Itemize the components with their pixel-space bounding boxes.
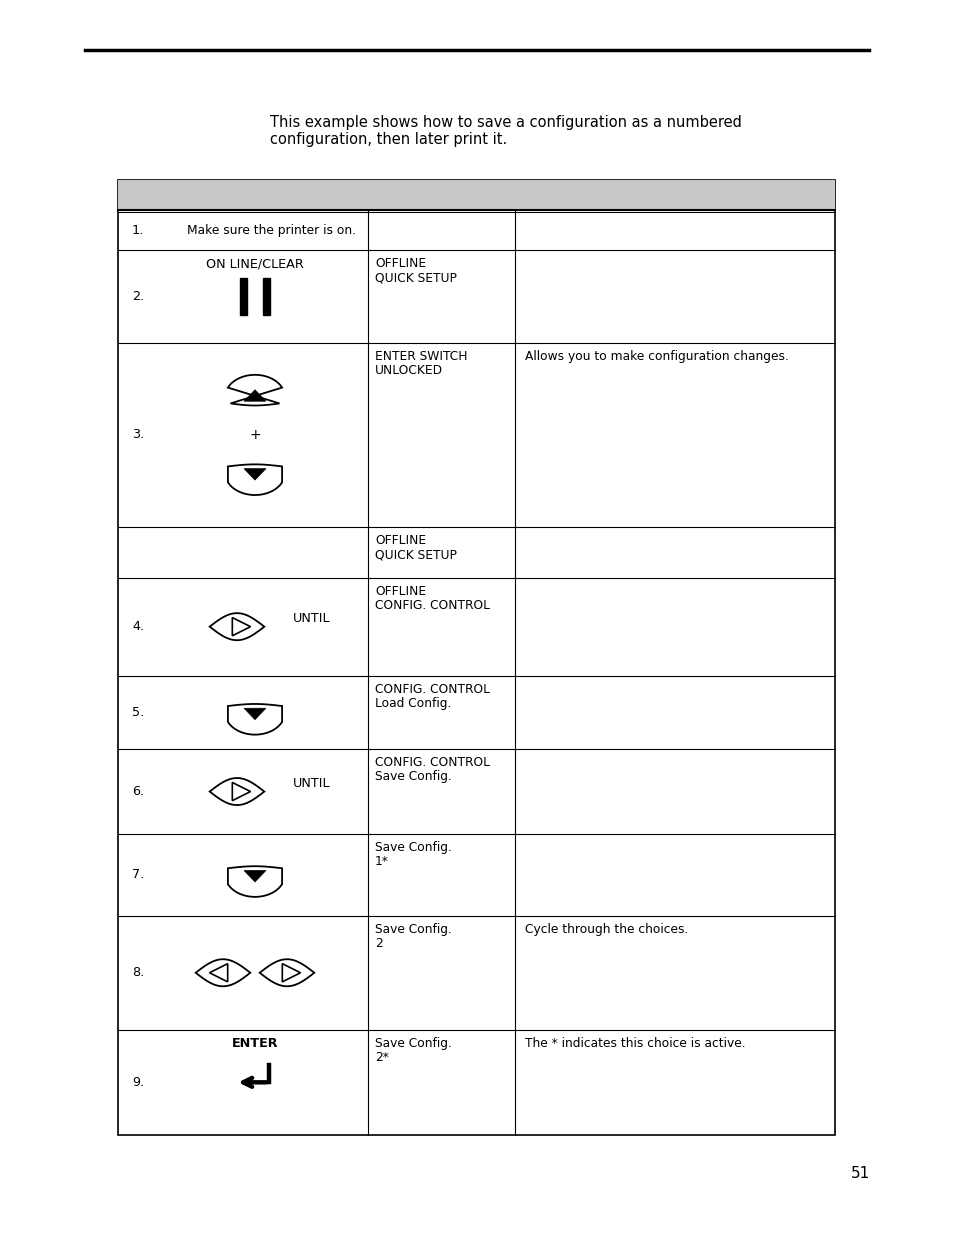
Text: Make sure the printer is on.: Make sure the printer is on. [187, 224, 355, 237]
Bar [239, 278, 247, 315]
Text: This example shows how to save a configuration as a numbered: This example shows how to save a configu… [270, 115, 741, 130]
Polygon shape [259, 960, 314, 987]
Text: UNLOCKED: UNLOCKED [375, 364, 442, 377]
Text: CONFIG. CONTROL: CONFIG. CONTROL [375, 683, 490, 695]
Text: ON LINE/CLEAR: ON LINE/CLEAR [206, 257, 304, 270]
Text: OFFLINE: OFFLINE [375, 257, 426, 270]
Polygon shape [228, 464, 282, 495]
Text: UNTIL: UNTIL [293, 613, 330, 625]
Polygon shape [210, 963, 228, 982]
Text: The * indicates this choice is active.: The * indicates this choice is active. [524, 1036, 745, 1050]
Text: CONFIG. CONTROL: CONFIG. CONTROL [375, 599, 490, 611]
Polygon shape [244, 390, 266, 401]
Text: UNTIL: UNTIL [293, 777, 330, 790]
Text: OFFLINE: OFFLINE [375, 534, 426, 547]
Bar [118, 180, 834, 1135]
Text: 4.: 4. [132, 620, 144, 634]
Bar [118, 180, 834, 210]
Text: Save Config.: Save Config. [375, 771, 452, 783]
Bar [263, 278, 270, 315]
Text: QUICK SETUP: QUICK SETUP [375, 270, 456, 284]
Text: +: + [249, 429, 260, 442]
Text: 1.: 1. [132, 224, 144, 237]
Text: 1*: 1* [375, 855, 389, 868]
Text: 6.: 6. [132, 785, 144, 798]
Text: 2: 2 [375, 937, 382, 950]
Text: ENTER: ENTER [232, 1036, 278, 1050]
Text: OFFLINE: OFFLINE [375, 584, 426, 598]
Polygon shape [244, 468, 266, 480]
Text: 2.: 2. [132, 290, 144, 303]
Polygon shape [210, 778, 264, 805]
Text: 2*: 2* [375, 1051, 389, 1063]
Text: Save Config.: Save Config. [375, 841, 452, 853]
Polygon shape [282, 963, 300, 982]
Text: configuration, then later print it.: configuration, then later print it. [270, 132, 507, 147]
Polygon shape [210, 613, 264, 640]
Text: Cycle through the choices.: Cycle through the choices. [524, 923, 688, 936]
Polygon shape [228, 704, 282, 735]
Text: 51: 51 [850, 1166, 869, 1181]
Polygon shape [233, 618, 251, 636]
Polygon shape [244, 871, 266, 882]
Text: ENTER SWITCH: ENTER SWITCH [375, 350, 467, 363]
Text: Save Config.: Save Config. [375, 923, 452, 936]
Polygon shape [228, 866, 282, 897]
Text: 3.: 3. [132, 429, 144, 441]
Polygon shape [228, 375, 282, 405]
Text: 5.: 5. [132, 706, 144, 719]
Text: CONFIG. CONTROL: CONFIG. CONTROL [375, 756, 490, 769]
Text: 9.: 9. [132, 1076, 144, 1089]
Text: 7.: 7. [132, 868, 144, 882]
Text: Allows you to make configuration changes.: Allows you to make configuration changes… [524, 350, 788, 363]
Text: Save Config.: Save Config. [375, 1036, 452, 1050]
Polygon shape [244, 708, 266, 720]
Polygon shape [233, 783, 251, 800]
Polygon shape [195, 960, 250, 987]
Text: QUICK SETUP: QUICK SETUP [375, 548, 456, 561]
Text: Load Config.: Load Config. [375, 697, 451, 710]
Text: 8.: 8. [132, 966, 144, 979]
